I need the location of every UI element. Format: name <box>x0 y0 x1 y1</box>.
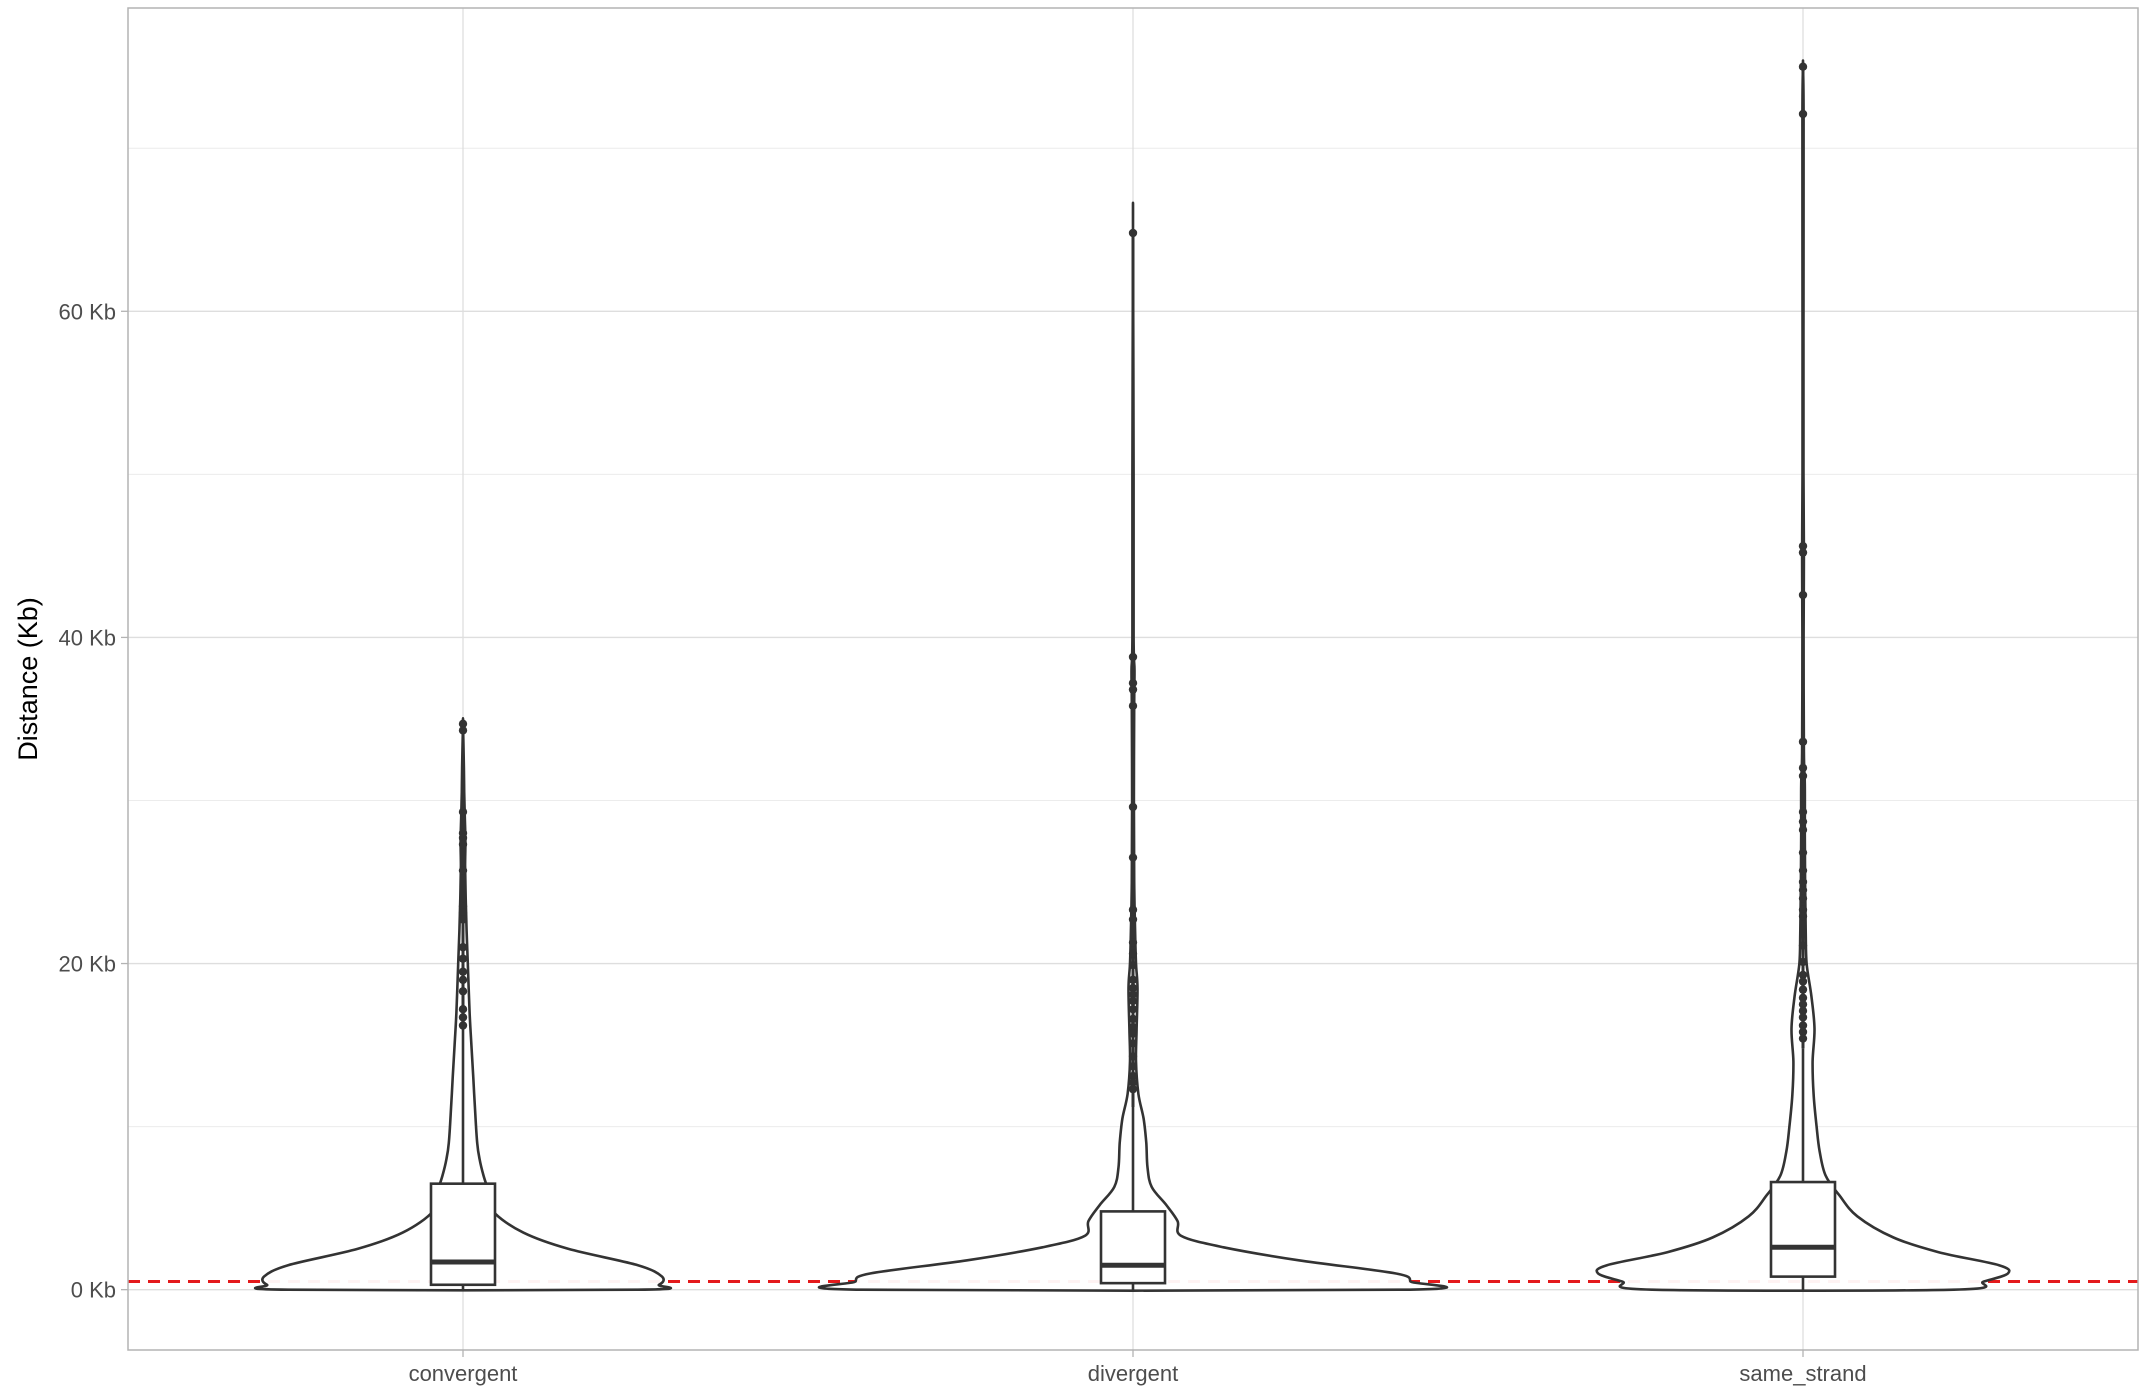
box-convergent <box>429 1182 497 1287</box>
outlier-point-same_strand <box>1798 109 1808 119</box>
outlier-point-same_strand <box>1798 763 1808 773</box>
outlier-point-same_strand <box>1798 885 1808 895</box>
outlier-point-same_strand <box>1798 1006 1808 1016</box>
outlier-point-same_strand <box>1798 817 1808 826</box>
outlier-point-same_strand <box>1798 977 1808 986</box>
outlier-point-same_strand <box>1798 970 1808 980</box>
y-axis-title: Distance (Kb) <box>13 597 43 761</box>
y-tick-layer: 0 Kb 20 Kb 40 Kb 60 Kb <box>59 299 128 1303</box>
outlier-point-convergent <box>458 719 468 729</box>
outlier-point-divergent <box>1128 652 1138 662</box>
outlier-point-divergent <box>1128 853 1138 862</box>
outlier-point-same_strand <box>1798 905 1808 914</box>
outlier-point-divergent <box>1128 975 1138 985</box>
outlier-point-divergent <box>1128 1029 1138 1038</box>
outlier-point-same_strand <box>1798 985 1808 994</box>
outlier-point-convergent <box>458 1013 468 1022</box>
outlier-point-divergent <box>1128 685 1138 694</box>
x-tick-label: convergent <box>409 1361 518 1386</box>
x-tick-label: same_strand <box>1739 1361 1866 1386</box>
outlier-point-divergent <box>1128 1014 1138 1024</box>
outlier-point-same_strand <box>1798 737 1808 746</box>
outlier-point-convergent <box>458 987 468 996</box>
outlier-point-same_strand <box>1798 1013 1808 1022</box>
box-divergent <box>1099 1210 1167 1285</box>
outlier-point-convergent <box>458 840 468 849</box>
outlier-point-divergent <box>1128 1078 1138 1087</box>
outlier-point-convergent <box>458 943 468 952</box>
outlier-point-divergent <box>1128 1005 1138 1014</box>
outlier-point-divergent <box>1128 990 1138 999</box>
outlier-point-convergent <box>458 1005 468 1014</box>
outlier-point-divergent <box>1128 938 1138 947</box>
outlier-point-divergent <box>1128 1022 1138 1032</box>
outlier-point-divergent <box>1128 960 1138 970</box>
outlier-point-same_strand <box>1798 1021 1808 1030</box>
outlier-point-convergent <box>458 975 468 985</box>
outlier-point-divergent <box>1128 1052 1138 1061</box>
outlier-point-same_strand <box>1798 866 1808 875</box>
outlier-point-convergent <box>458 866 468 875</box>
x-tick-label: divergent <box>1088 1361 1179 1386</box>
outlier-point-same_strand <box>1798 62 1808 71</box>
outlier-point-same_strand <box>1798 894 1808 903</box>
outlier-point-same_strand <box>1798 993 1808 1002</box>
outlier-point-convergent <box>458 902 468 911</box>
outlier-point-same_strand <box>1798 957 1808 967</box>
outlier-point-same_strand <box>1798 1027 1808 1037</box>
outlier-point-same_strand <box>1798 941 1808 950</box>
outlier-point-divergent <box>1128 228 1138 238</box>
outlier-layer <box>458 62 1808 1108</box>
outlier-point-divergent <box>1128 983 1138 993</box>
y-tick-label: 20 Kb <box>59 952 117 977</box>
x-tick-layer: convergent divergent same_strand <box>409 1350 1867 1386</box>
boxplot-layer <box>429 1028 1837 1290</box>
outlier-point-same_strand <box>1798 848 1808 857</box>
outlier-point-convergent <box>458 908 468 918</box>
outlier-point-divergent <box>1128 1039 1138 1048</box>
outlier-point-same_strand <box>1798 541 1808 551</box>
outlier-point-convergent <box>458 726 468 735</box>
outlier-point-divergent <box>1128 996 1138 1006</box>
outlier-point-divergent <box>1128 802 1138 812</box>
outlier-point-convergent <box>458 915 468 924</box>
outlier-point-same_strand <box>1798 912 1808 921</box>
outlier-point-divergent <box>1128 701 1138 711</box>
outlier-point-same_strand <box>1798 877 1808 887</box>
outlier-point-convergent <box>458 967 468 976</box>
outlier-point-divergent <box>1128 905 1138 914</box>
y-tick-label: 40 Kb <box>59 625 117 650</box>
y-tick-label: 0 Kb <box>71 1278 116 1303</box>
outlier-point-same_strand <box>1798 825 1808 835</box>
outlier-point-divergent <box>1128 915 1138 924</box>
outlier-point-convergent <box>458 833 468 843</box>
outlier-point-same_strand <box>1798 548 1808 557</box>
outlier-point-divergent <box>1128 1062 1138 1071</box>
outlier-point-convergent <box>458 1021 468 1030</box>
box-same_strand <box>1769 1180 1837 1278</box>
outlier-point-same_strand <box>1798 1034 1808 1043</box>
y-tick-label: 60 Kb <box>59 299 117 324</box>
outlier-point-divergent <box>1128 1071 1138 1081</box>
outlier-point-same_strand <box>1798 807 1808 817</box>
outlier-point-divergent <box>1128 678 1138 688</box>
outlier-point-convergent <box>458 954 468 963</box>
outlier-point-convergent <box>458 807 468 817</box>
outlier-point-divergent <box>1128 1084 1138 1094</box>
outlier-point-divergent <box>1128 949 1138 958</box>
outlier-point-same_strand <box>1798 590 1808 600</box>
outlier-point-same_strand <box>1798 1000 1808 1009</box>
outlier-point-same_strand <box>1798 771 1808 781</box>
